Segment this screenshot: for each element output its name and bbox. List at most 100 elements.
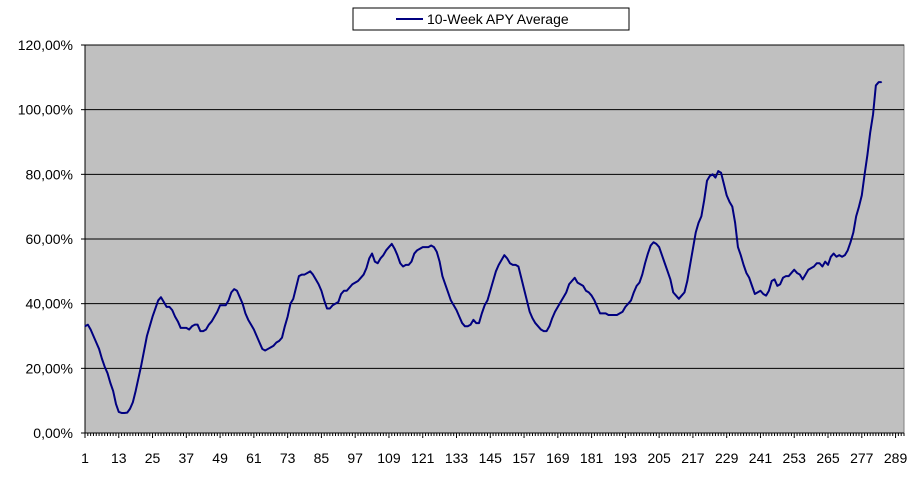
data-point <box>382 254 384 256</box>
data-point <box>579 283 581 285</box>
data-point <box>475 322 477 324</box>
data-point <box>633 291 635 293</box>
x-tick-label: 133 <box>445 450 469 466</box>
data-point <box>486 299 489 302</box>
data-point <box>211 320 213 323</box>
data-point <box>692 248 694 250</box>
data-point <box>174 316 176 318</box>
data-point <box>109 382 111 384</box>
data-point <box>233 288 235 290</box>
x-tick-label: 37 <box>179 450 195 466</box>
data-point <box>163 301 165 303</box>
data-point <box>182 327 185 329</box>
data-point <box>329 307 331 310</box>
data-point <box>284 325 286 327</box>
data-point <box>424 246 427 248</box>
data-point <box>450 299 452 302</box>
data-point <box>821 265 823 268</box>
data-point <box>714 176 717 179</box>
data-point <box>458 316 460 318</box>
data-point <box>675 294 677 297</box>
data-point <box>748 277 750 279</box>
data-point <box>348 286 351 289</box>
data-point <box>478 322 480 324</box>
data-point <box>529 311 531 313</box>
data-point <box>385 249 387 251</box>
data-point <box>855 215 857 217</box>
data-point <box>655 243 657 245</box>
data-point <box>298 275 300 277</box>
data-point <box>726 194 728 196</box>
data-point <box>239 296 241 298</box>
data-point <box>270 346 272 348</box>
data-point <box>771 280 773 282</box>
x-tick-label: 229 <box>715 450 739 466</box>
data-point <box>363 273 365 276</box>
data-point <box>323 299 325 302</box>
data-point <box>469 324 472 326</box>
data-point <box>346 290 348 292</box>
data-point <box>104 366 106 368</box>
data-point <box>523 288 525 290</box>
data-point <box>745 272 747 274</box>
data-point <box>534 322 536 324</box>
data-point <box>627 303 629 305</box>
data-point <box>838 254 840 256</box>
data-point <box>484 304 486 306</box>
data-point <box>810 267 812 269</box>
data-point <box>258 341 261 344</box>
data-point <box>278 340 280 342</box>
data-point <box>149 325 151 327</box>
data-point <box>554 311 556 313</box>
data-point <box>90 328 92 331</box>
data-point <box>250 324 252 326</box>
data-point <box>537 325 539 327</box>
data-point <box>236 290 238 292</box>
data-point <box>267 348 269 350</box>
data-point <box>188 328 190 331</box>
data-point <box>213 316 216 318</box>
data-point <box>779 283 781 285</box>
data-point <box>332 304 334 306</box>
data-point <box>106 372 109 374</box>
data-point <box>790 272 793 274</box>
data-point <box>526 299 528 302</box>
data-point <box>334 303 337 305</box>
data-point <box>545 330 548 332</box>
legend: 10-Week APY Average <box>352 7 630 31</box>
data-point <box>799 273 801 276</box>
data-point <box>593 299 596 302</box>
data-point <box>354 282 356 284</box>
data-point <box>740 254 742 256</box>
data-point <box>447 291 449 293</box>
data-point <box>830 256 832 258</box>
data-point <box>619 312 621 314</box>
data-point <box>410 261 413 263</box>
series-layer <box>84 81 883 414</box>
data-point <box>875 84 877 87</box>
data-point <box>864 173 866 175</box>
y-tick-label: 60,00% <box>26 231 73 247</box>
data-point <box>205 328 207 331</box>
data-point <box>835 256 838 258</box>
data-point <box>222 304 224 306</box>
data-point <box>706 180 708 182</box>
data-point <box>180 327 182 329</box>
x-tick-label: 49 <box>212 450 228 466</box>
data-point <box>540 328 542 331</box>
data-point <box>624 306 626 308</box>
data-point <box>796 272 798 274</box>
data-point <box>365 267 368 269</box>
data-point <box>472 319 474 321</box>
data-point <box>571 280 573 282</box>
data-point <box>543 330 545 332</box>
data-point <box>683 291 686 293</box>
x-tick-label: 289 <box>884 450 908 466</box>
data-point <box>168 306 171 308</box>
data-point <box>264 349 266 352</box>
data-point <box>118 411 120 413</box>
y-tick-label: 120,00% <box>18 37 73 53</box>
data-point <box>177 320 179 323</box>
data-point <box>816 262 818 264</box>
data-point <box>793 269 795 271</box>
